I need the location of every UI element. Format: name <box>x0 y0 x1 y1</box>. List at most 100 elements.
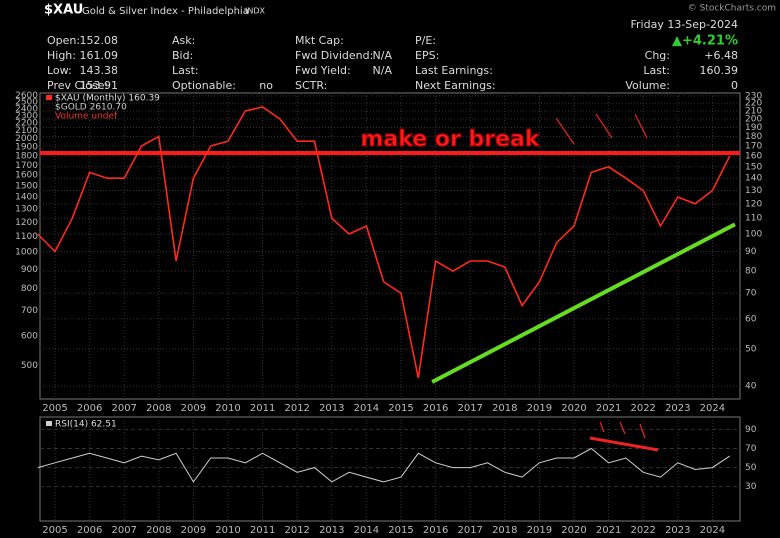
x-tick-label: 2023 <box>665 525 690 536</box>
stat-label: Fwd Dividend: <box>295 49 373 62</box>
y-tick-label: 230 <box>745 91 762 101</box>
stat-value: no <box>259 79 273 92</box>
x-tick-label: 2006 <box>77 403 102 414</box>
y-tick-label: 200 <box>745 115 762 125</box>
y-tick-label: 140 <box>745 174 762 184</box>
y2-tick-label: 2200 <box>15 119 38 129</box>
x-tick-label: 2014 <box>354 525 379 536</box>
y2-tick-label: 1100 <box>15 232 38 242</box>
x-tick-label: 2021 <box>596 525 621 536</box>
stat-label: Next Earnings: <box>415 79 496 92</box>
x-tick-label: 2008 <box>146 403 171 414</box>
stat-value: 161.09 <box>80 49 119 62</box>
y2-tick-label: 1300 <box>15 205 38 215</box>
x-tick-label: 2024 <box>700 403 725 414</box>
x-tick-label: 2024 <box>700 525 725 536</box>
y2-tick-label: 1000 <box>15 248 38 258</box>
legend-entry: Volume undef <box>55 112 118 122</box>
x-tick-label: 2008 <box>146 525 171 536</box>
stat-label: Low: <box>47 64 72 77</box>
y2-tick-label: 2100 <box>15 126 38 136</box>
price-panel <box>39 92 741 400</box>
stat-value: 143.38 <box>80 64 119 77</box>
legend-entry: $XAU (Monthly) 160.39 <box>55 94 160 104</box>
y-tick-label: 220 <box>745 99 762 109</box>
legend-swatch <box>46 421 52 426</box>
x-tick-label: 2016 <box>423 403 448 414</box>
stat-label: Last Earnings: <box>415 64 493 77</box>
y2-tick-label: 800 <box>21 284 38 294</box>
stat-label: High: <box>47 49 76 62</box>
stat-value: 152.08 <box>80 34 119 47</box>
y2-tick-label: 2000 <box>15 134 38 144</box>
x-tick-label: 2022 <box>630 403 655 414</box>
y-tick-label: 90 <box>745 425 757 435</box>
x-tick-label: 2015 <box>388 403 413 414</box>
stat-value: +6.48 <box>704 49 738 62</box>
x-tick-label: 2023 <box>665 403 690 414</box>
stat-label: EPS: <box>415 49 439 62</box>
stat-label: Mkt Cap: <box>295 34 344 47</box>
x-tick-label: 2011 <box>250 403 275 414</box>
y2-tick-label: 1600 <box>15 171 38 181</box>
x-tick-label: 2007 <box>111 403 136 414</box>
annotation: make or break <box>360 127 540 152</box>
change-pct: ▲+4.21% <box>672 34 738 49</box>
y-tick-label: 150 <box>745 162 762 172</box>
stat-value: 0 <box>731 79 738 92</box>
x-tick-label: 2022 <box>630 525 655 536</box>
y2-tick-label: 900 <box>21 265 38 275</box>
y2-tick-label: 2600 <box>15 91 38 101</box>
subtitle: Gold & Silver Index - Philadelphia <box>82 6 249 17</box>
y-tick-label: 190 <box>745 123 762 133</box>
stat-label: Last: <box>643 64 670 77</box>
x-tick-label: 2013 <box>319 403 344 414</box>
y2-tick-label: 2300 <box>15 111 38 121</box>
legend-swatch <box>46 95 52 100</box>
x-tick-label: 2013 <box>319 525 344 536</box>
stat-label: Fwd Yield: <box>295 64 351 77</box>
stat-label: Prev Close: <box>47 79 108 92</box>
y-tick-label: 100 <box>745 230 762 240</box>
price-line <box>37 106 731 379</box>
y-tick-label: 160 <box>745 152 762 162</box>
y-tick-label: 40 <box>745 382 757 392</box>
y-tick-label: 60 <box>745 314 757 324</box>
x-tick-label: 2019 <box>527 403 552 414</box>
stat-value: 153.91 <box>80 79 119 92</box>
x-tick-label: 2012 <box>284 525 309 536</box>
x-tick-label: 2016 <box>423 525 448 536</box>
y2-tick-label: 1200 <box>15 218 38 228</box>
y-tick-label: 90 <box>745 247 757 257</box>
x-tick-label: 2011 <box>250 525 275 536</box>
x-tick-label: 2020 <box>561 525 586 536</box>
legend-entry: $GOLD 2610.70 <box>55 103 127 113</box>
symbol: $XAU <box>44 3 83 18</box>
x-tick-label: 2021 <box>596 403 621 414</box>
x-tick-label: 2010 <box>215 525 240 536</box>
y2-tick-label: 1900 <box>15 143 38 153</box>
stat-label: Volume: <box>625 79 670 92</box>
y-tick-label: 170 <box>745 142 762 152</box>
x-tick-label: 2020 <box>561 403 586 414</box>
stat-label: SCTR: <box>295 79 327 92</box>
y-tick-label: 110 <box>745 214 762 224</box>
y-tick-label: 50 <box>745 345 757 355</box>
x-tick-label: 2015 <box>388 525 413 536</box>
y-tick-label: 30 <box>745 482 757 492</box>
copyright: © StockCharts.com <box>688 4 776 14</box>
x-tick-label: 2006 <box>77 525 102 536</box>
x-tick-label: 2017 <box>457 403 482 414</box>
y-tick-label: 210 <box>745 106 762 116</box>
y2-tick-label: 1500 <box>15 181 38 191</box>
x-tick-label: 2014 <box>354 403 379 414</box>
rsi-panel <box>39 416 741 522</box>
y2-tick-label: 1700 <box>15 161 38 171</box>
y-tick-label: 130 <box>745 186 762 196</box>
x-tick-label: 2005 <box>42 403 67 414</box>
price-line <box>37 447 730 483</box>
stat-value: N/A <box>373 64 393 77</box>
date: Friday 13-Sep-2024 <box>631 18 739 31</box>
stat-value: N/A <box>373 49 393 62</box>
